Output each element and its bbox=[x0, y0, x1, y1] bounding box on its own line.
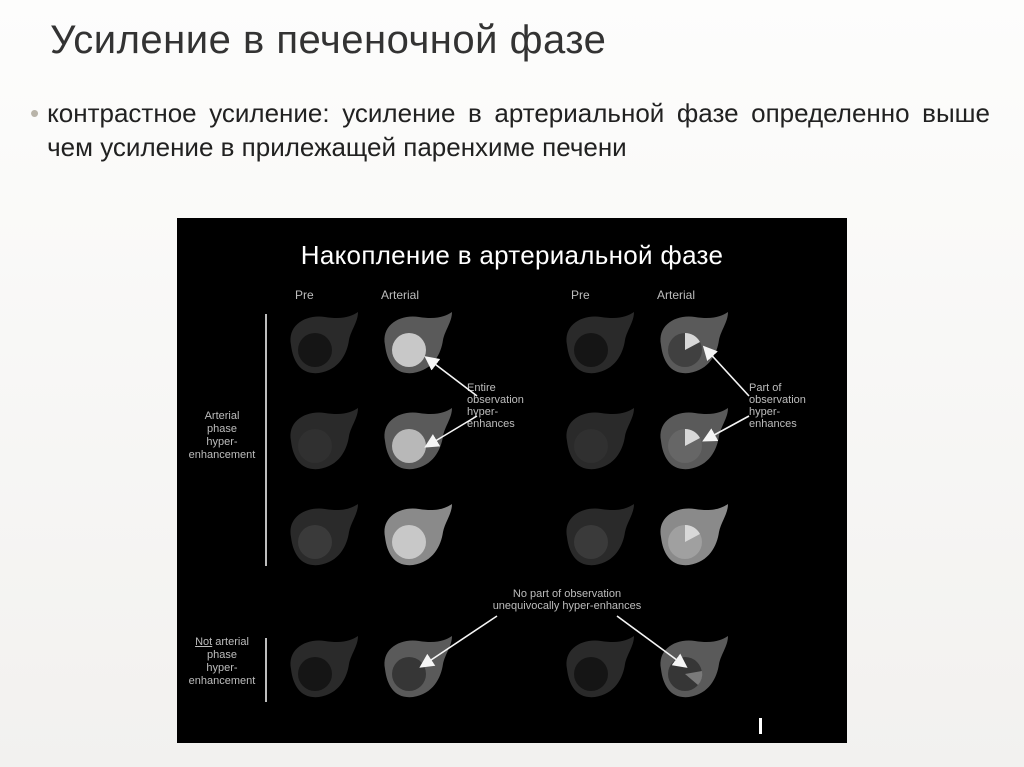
arrow-overlay bbox=[177, 218, 847, 743]
bullet-text: контрастное усиление: усиление в артериа… bbox=[47, 96, 990, 164]
cursor-mark bbox=[759, 718, 762, 734]
bullet-row: • контрастное усиление: усиление в артер… bbox=[30, 96, 990, 164]
slide-title: Усиление в печеночной фазе bbox=[50, 18, 606, 63]
bullet-block: • контрастное усиление: усиление в артер… bbox=[30, 96, 990, 164]
bullet-dot-icon: • bbox=[30, 98, 39, 128]
figure-panel: Накопление в артериальной фазе Pre Arter… bbox=[177, 218, 847, 743]
slide: Усиление в печеночной фазе • контрастное… bbox=[0, 0, 1024, 767]
